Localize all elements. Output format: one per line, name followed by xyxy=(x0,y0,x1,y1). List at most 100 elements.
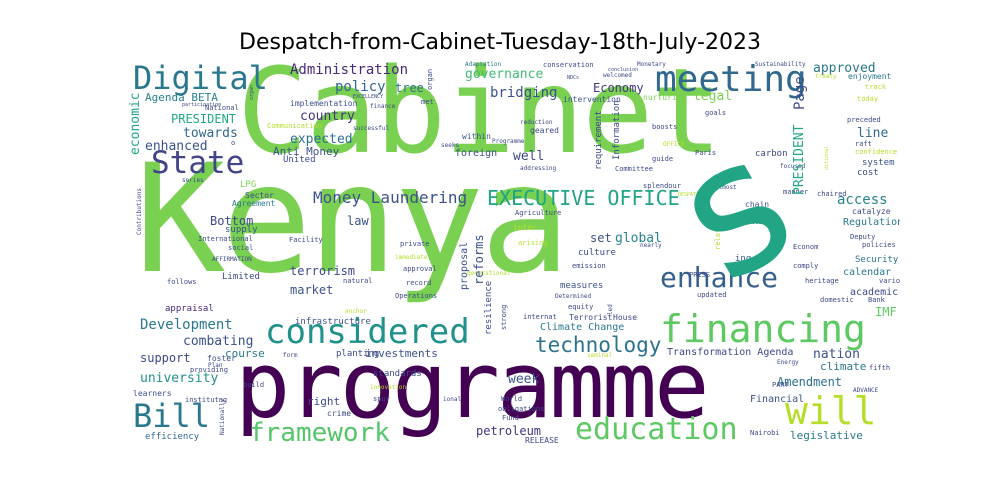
word-generational: Determined xyxy=(555,293,592,300)
word-president: PRESIDENT xyxy=(171,112,237,126)
word-adaptation: Adaptation xyxy=(465,61,502,68)
word-crime: crime xyxy=(327,409,352,418)
word-system: system xyxy=(862,158,895,168)
word-addressing: addressing xyxy=(520,165,557,172)
word-ional: innovation xyxy=(370,384,407,391)
word-successful: successful xyxy=(353,125,390,132)
word-sustainability: Sustainability xyxy=(755,61,806,68)
word-office: OFFICE xyxy=(663,141,685,148)
word-despatch: DESPATCH xyxy=(678,192,703,198)
word-line: line xyxy=(857,126,889,141)
word-release: RELEASE xyxy=(525,436,559,445)
word-boosts: boosts xyxy=(652,123,678,131)
word-enhanced: enhanced xyxy=(145,139,208,154)
word-guide: guide xyxy=(652,155,674,163)
word-planting: planting xyxy=(336,349,380,359)
word-programme-small: Programme xyxy=(492,138,525,145)
word-facility: Facility xyxy=(289,236,323,244)
word-agriculture: Agriculture xyxy=(515,209,562,217)
word-updated: updated xyxy=(697,291,727,299)
word-economic: economic xyxy=(128,92,143,155)
word-policy: policy xyxy=(335,79,386,95)
word-house: House xyxy=(613,313,638,322)
word-limited: Limited xyxy=(222,272,260,282)
word-inter: inter xyxy=(513,223,538,232)
word-immediate: immediate xyxy=(395,254,428,261)
word-goals: goals xyxy=(705,109,727,117)
word-policies: policies xyxy=(862,241,896,249)
word-excellency: EXCELLENCY xyxy=(353,94,384,100)
word-nation: nation xyxy=(813,347,860,362)
word-imf: IMF xyxy=(875,305,897,319)
word-bank: Bank xyxy=(868,296,885,304)
word-proposal: proposal xyxy=(459,241,470,290)
word-meeting: meeting xyxy=(655,60,807,100)
word-terrorism: terrorism xyxy=(290,264,356,278)
word-learners: learners xyxy=(133,389,172,398)
word-conclusion: conclusion xyxy=(608,67,639,73)
word-money-laundering: Money Laundering xyxy=(313,188,468,207)
word-infrastructure: infrastructure xyxy=(295,317,371,327)
word-united: United xyxy=(283,155,316,165)
word-support: support xyxy=(140,351,191,365)
word-splendour: splendour xyxy=(643,182,681,190)
word-petroleum: petroleum xyxy=(476,424,542,438)
word-right: right xyxy=(307,395,341,408)
word-climate-change: Climate Change xyxy=(540,322,625,333)
word-communication: Communication xyxy=(267,122,322,130)
word-investments: investments xyxy=(365,347,438,360)
word-towards: towards xyxy=(183,126,238,141)
word-approval: approval xyxy=(403,265,437,273)
word-kenya: Kenya xyxy=(135,133,571,307)
word-terrorist: Terrorist xyxy=(569,313,613,322)
word-fund: Fund xyxy=(502,414,519,422)
word-state: State xyxy=(151,145,245,181)
word-fifth: fifth xyxy=(869,364,891,372)
word-focused: led xyxy=(607,304,614,315)
word-carbon: carbon xyxy=(755,149,788,159)
word-track: almost xyxy=(715,184,737,191)
word-page: Page xyxy=(792,76,808,110)
word-approved: approved xyxy=(813,61,876,76)
word-national: National xyxy=(205,104,239,112)
word-contributions: Contributions xyxy=(136,188,143,235)
word-emission: emission xyxy=(572,262,606,270)
word-affirmation: AFFIRMATION xyxy=(212,256,252,263)
word-enhance: enhance xyxy=(660,261,779,294)
word-digital: Digital xyxy=(133,60,268,97)
word-spur: spur xyxy=(373,395,390,403)
word-within: within xyxy=(462,132,491,141)
word-cloud: Kenya Cabinet programme meeting Digital … xyxy=(125,60,900,450)
word-deputy: Deputy xyxy=(850,233,876,241)
word-anti-money: Anti Money xyxy=(273,145,340,158)
word-education: education xyxy=(575,412,738,447)
word-sector: Sector xyxy=(245,191,274,200)
word-appraisal: appraisal xyxy=(165,304,214,314)
word-legal: legal xyxy=(693,89,733,104)
word-reforms: reforms xyxy=(472,234,486,285)
word-chain: chain xyxy=(745,200,770,209)
word-efficiency: efficiency xyxy=(145,432,200,442)
word-build: build xyxy=(243,381,265,389)
word-programme: programme xyxy=(235,332,709,439)
word-comply: comply xyxy=(793,262,819,270)
word-seminal: challenges xyxy=(740,219,777,226)
word-standards: standards xyxy=(373,369,422,379)
word-geared: geared xyxy=(530,126,559,135)
word-bottom: Bottom xyxy=(210,214,254,228)
word-chaired: chaired xyxy=(817,190,847,198)
word-nairobi: Nairobi xyxy=(750,429,780,437)
word-president-vertical: PRESIDENT xyxy=(792,124,807,195)
word-form: focused xyxy=(780,163,806,170)
word-monetary: Monetary xyxy=(637,61,666,68)
word-ic: ic xyxy=(712,174,721,182)
word-legislative: legislative xyxy=(790,429,863,442)
word-catalyze: catalyze xyxy=(852,207,891,216)
word-institutng: institutng xyxy=(185,396,228,404)
word-finance: finance xyxy=(370,103,396,110)
word-foster: foster xyxy=(207,354,236,363)
word-anchor: anchor xyxy=(345,308,367,315)
word-bill: Bill xyxy=(133,397,211,435)
word-academic: academic xyxy=(850,287,899,298)
word-reduction: reduction xyxy=(520,119,553,126)
